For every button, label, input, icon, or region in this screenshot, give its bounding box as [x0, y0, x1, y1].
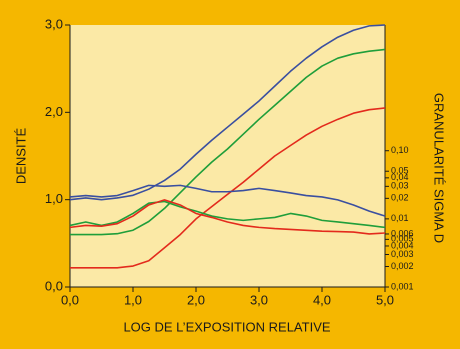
- y2-tick-label: 0,001: [391, 281, 414, 291]
- curve: [69, 200, 386, 229]
- x-tick-label: 3,0: [250, 292, 268, 307]
- y-tick-label: 3,0: [45, 16, 63, 31]
- plot-area: [70, 25, 385, 287]
- curve: [69, 199, 386, 235]
- curve: [69, 24, 386, 201]
- x-tick-label: 5,0: [376, 292, 394, 307]
- curve: [70, 48, 386, 236]
- y-axis-label: DENSITÉ: [13, 128, 28, 185]
- y-tick-label: 1,0: [45, 191, 63, 206]
- y2-tick-label: 0,002: [391, 261, 414, 271]
- y2-tick-label: 0,02: [391, 193, 409, 203]
- curve: [69, 184, 386, 217]
- y2-tick-label: 0,006: [391, 228, 414, 238]
- x-tick-label: 2,0: [187, 292, 205, 307]
- y2-tick-label: 0,03: [391, 181, 409, 191]
- x-axis-label: LOG DE L’EXPOSITION RELATIVE: [123, 319, 330, 334]
- y2-tick-label: 0,01: [391, 213, 409, 223]
- y2-axis-label: GRANULARITÉ SIGMA D: [432, 93, 447, 243]
- y2-tick-label: 0,003: [391, 249, 414, 259]
- y-tick-label: 2,0: [45, 104, 63, 119]
- x-tick-label: 1,0: [124, 292, 142, 307]
- y2-tick-label: 0,04: [391, 172, 409, 182]
- y2-tick-label: 0,05: [391, 166, 409, 176]
- y2-tick-label: 0,005: [391, 234, 414, 244]
- y2-tick-label: 0,004: [391, 240, 414, 250]
- y-tick-label: 0,0: [45, 278, 63, 293]
- y2-tick-label: 0,10: [391, 145, 409, 155]
- x-tick-label: 4,0: [313, 292, 331, 307]
- x-tick-label: 0,0: [61, 292, 79, 307]
- curve: [70, 107, 386, 269]
